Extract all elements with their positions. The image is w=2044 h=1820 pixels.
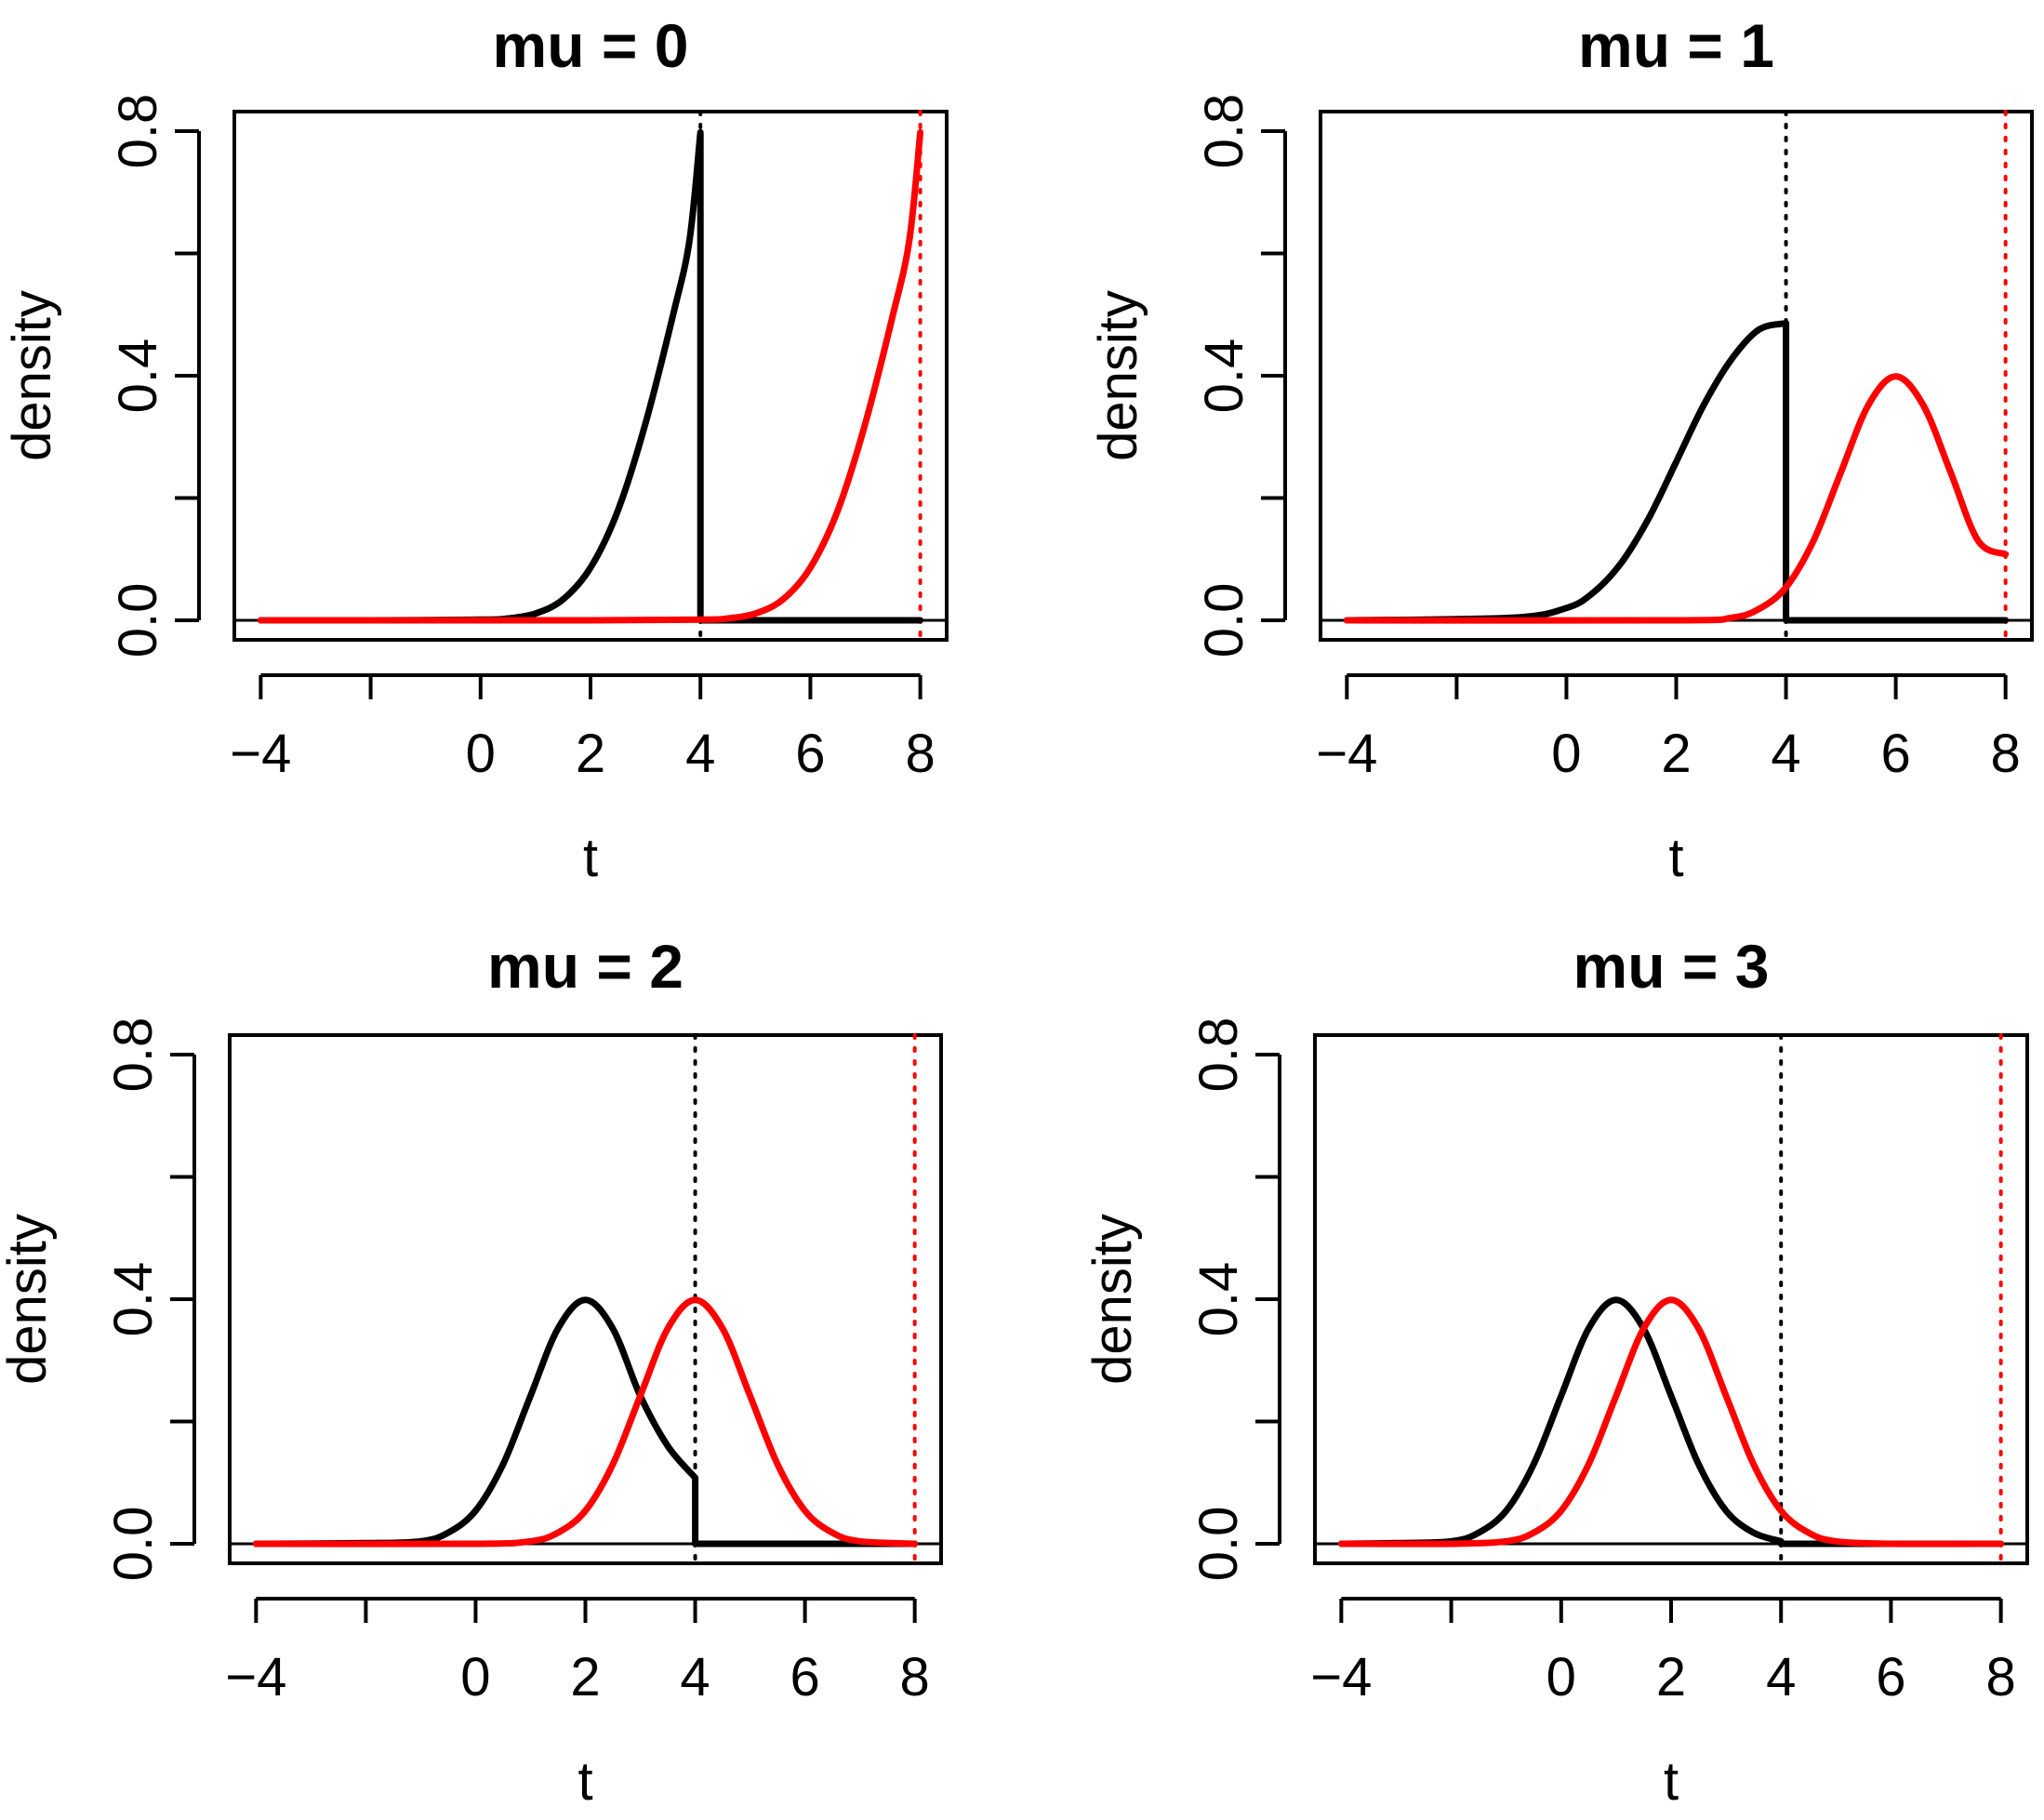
y-tick-label: 0.8 [108, 94, 168, 169]
x-tick-label: 2 [570, 1647, 600, 1707]
x-tick-label: 4 [1771, 724, 1800, 784]
chart-panel: −4 0 2 4 6 8 0.0 0.4 0.8 t density mu = 0 [2, 11, 949, 888]
x-axis-label: t [1664, 1751, 1679, 1812]
x-tick-label: 0 [1551, 724, 1581, 784]
y-tick-label: 0.4 [1188, 1262, 1249, 1337]
y-tick-label: 0.4 [103, 1262, 164, 1337]
chart-title: mu = 1 [1578, 11, 1774, 80]
y-axis-label: density [1088, 290, 1148, 461]
plot-frame [228, 1033, 943, 1565]
chart-panel: −4 0 2 4 6 8 0.0 0.4 0.8 t density mu = 2 [0, 932, 943, 1812]
black-density-curve [1337, 1296, 2005, 1548]
chart-title: mu = 3 [1573, 932, 1770, 1001]
y-axis-label: density [2, 290, 62, 461]
x-tick-label: 8 [1985, 1647, 2015, 1707]
y-tick-label: 0.4 [1194, 339, 1254, 414]
x-tick-label: 8 [1991, 724, 2021, 784]
chart-title: mu = 0 [493, 11, 689, 80]
x-tick-label: 2 [576, 724, 605, 784]
x-tick-label: 4 [1766, 1647, 1796, 1707]
red-density-curve [1343, 373, 2010, 624]
plot-frame [1313, 1033, 2029, 1565]
red-density-curve [252, 1296, 919, 1548]
red-density-curve [257, 128, 924, 624]
x-tick-label: 6 [790, 1647, 819, 1707]
y-tick-label: 0.4 [108, 339, 168, 414]
y-axis-label: density [0, 1214, 58, 1385]
x-tick-label: 2 [1656, 1647, 1686, 1707]
x-tick-label: 0 [466, 724, 496, 784]
x-tick-label: 6 [1876, 1647, 1905, 1707]
x-tick-label: 6 [1880, 724, 1910, 784]
y-tick-label: 0.8 [103, 1017, 164, 1093]
x-axis-label: t [583, 828, 598, 888]
x-tick-label: 8 [905, 724, 935, 784]
chart-panel: −4 0 2 4 6 8 0.0 0.4 0.8 t density mu = 3 [1082, 932, 2029, 1812]
y-tick-label: 0.8 [1194, 94, 1254, 169]
x-tick-label: −4 [225, 1647, 286, 1707]
x-tick-label: 2 [1661, 724, 1691, 784]
x-tick-label: 4 [680, 1647, 710, 1707]
plot-frame [1319, 110, 2034, 642]
x-tick-label: 4 [685, 724, 715, 784]
chart-title: mu = 2 [487, 932, 684, 1001]
x-tick-label: 0 [460, 1647, 490, 1707]
y-axis-label: density [1082, 1214, 1143, 1385]
y-tick-label: 0.0 [108, 583, 168, 658]
x-axis-label: t [577, 1751, 592, 1812]
red-density-curve [1337, 1296, 2005, 1548]
x-tick-label: −4 [1310, 1647, 1372, 1707]
y-tick-label: 0.0 [1188, 1507, 1249, 1582]
y-tick-label: 0.0 [103, 1507, 164, 1582]
x-tick-label: 8 [900, 1647, 930, 1707]
x-tick-label: 0 [1546, 1647, 1576, 1707]
y-tick-label: 0.8 [1188, 1017, 1249, 1093]
y-tick-label: 0.0 [1194, 583, 1254, 658]
x-tick-label: −4 [1316, 724, 1377, 784]
x-axis-label: t [1668, 828, 1683, 888]
x-tick-label: 6 [795, 724, 825, 784]
chart-panel: −4 0 2 4 6 8 0.0 0.4 0.8 t density mu = 1 [1088, 11, 2034, 888]
plot-frame [232, 110, 949, 642]
x-tick-label: −4 [230, 724, 291, 784]
black-density-curve [1343, 320, 2010, 624]
